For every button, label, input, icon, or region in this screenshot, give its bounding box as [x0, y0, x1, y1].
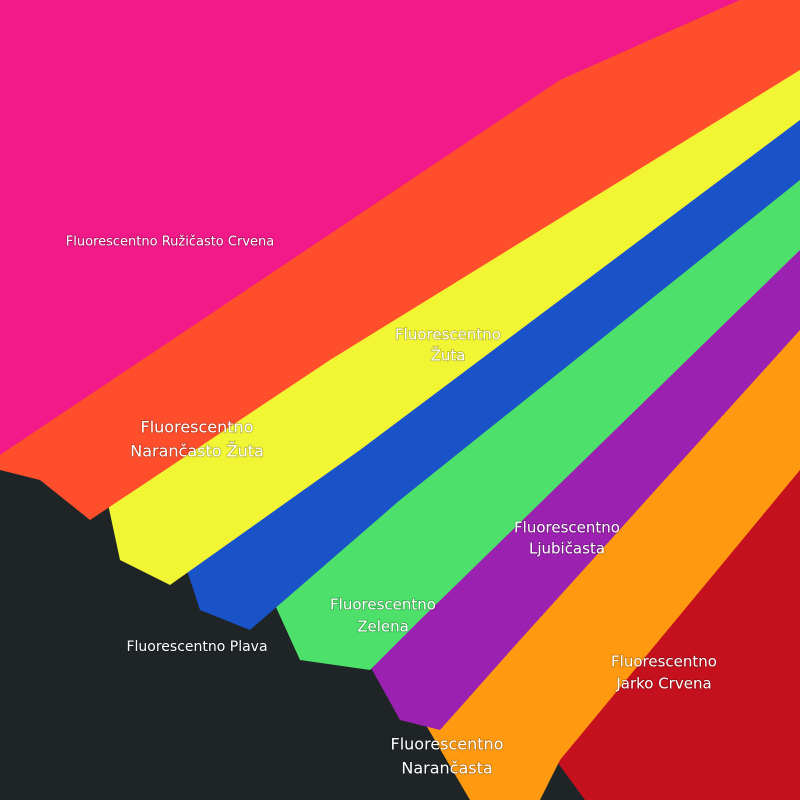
labels: Fluorescentno Ružičasto Crvena Fluorescen… [65, 234, 718, 779]
color-label: Narančasta [401, 759, 492, 778]
color-label: Fluorescentno [514, 519, 620, 537]
color-label: Fluorescentno [611, 653, 717, 671]
color-label: Jarko Crvena [615, 675, 711, 693]
color-label: Žuta [431, 346, 466, 365]
color-label: Fluorescentno [141, 418, 254, 437]
color-label: Fluorescentno Plava [126, 639, 267, 655]
color-label: Fluorescentno Ružičasto Crvena [66, 235, 274, 250]
color-label: Fluorescentno [391, 735, 504, 754]
color-label: Narančasto Žuta [130, 442, 264, 461]
color-label: Fluorescentno [395, 326, 501, 344]
color-label: Zelena [357, 618, 409, 636]
color-label: Ljubičasta [529, 540, 605, 558]
color-label: Fluorescentno [330, 596, 436, 614]
sheet-pink [0, 0, 800, 455]
